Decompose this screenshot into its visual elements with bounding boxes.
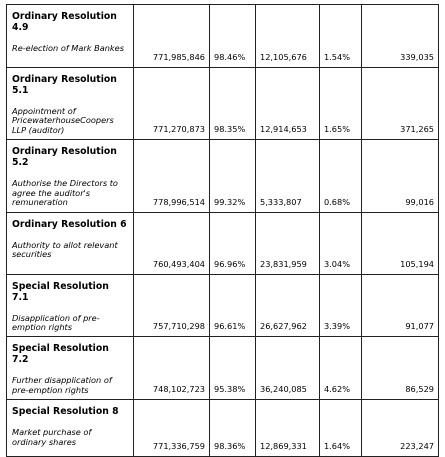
votes-withheld: 105,194 — [361, 211, 439, 275]
votes-withheld: 91,077 — [361, 273, 439, 338]
votes-against: 12,105,676 — [255, 4, 320, 68]
votes-withheld: 371,265 — [361, 66, 439, 141]
votes-for: 778,996,514 — [133, 139, 210, 213]
resolution-cell: Special Resolution 7.1 Disapplication of… — [6, 273, 134, 338]
resolution-cell: Ordinary Resolution 5.2 Authorise the Di… — [6, 139, 134, 213]
votes-for-percent: 99.32% — [209, 139, 256, 213]
votes-against: 12,869,331 — [255, 399, 320, 457]
resolution-cell: Special Resolution 8 Market purchase of … — [6, 399, 134, 457]
votes-for-percent: 95.38% — [209, 336, 256, 401]
votes-against: 26,627,962 — [255, 273, 320, 338]
votes-withheld: 223,247 — [361, 399, 439, 457]
resolution-title: Ordinary Resolution 4.9 — [12, 11, 117, 33]
votes-for: 771,336,759 — [133, 399, 210, 457]
votes-for: 771,270,873 — [133, 66, 210, 141]
resolution-title: Special Resolution 7.2 — [12, 343, 109, 366]
table-row: Special Resolution 7.1 Disapplication of… — [6, 273, 439, 338]
resolution-description: Authorise the Directors to agree the aud… — [12, 178, 118, 208]
resolution-title: Ordinary Resolution 5.2 — [12, 146, 117, 169]
votes-against: 5,333,807 — [255, 139, 320, 213]
votes-against-percent: 0.68% — [319, 139, 362, 213]
votes-against: 36,240,085 — [255, 336, 320, 401]
resolution-description: Appointment of PricewaterhouseCoopers LL… — [12, 106, 114, 135]
table-row: Ordinary Resolution 4.9 Re-election of M… — [6, 4, 439, 68]
votes-for-percent: 98.36% — [209, 399, 256, 457]
votes-against-percent: 1.54% — [319, 4, 362, 68]
resolution-description: Further disapplication of pre-emption ri… — [12, 375, 112, 395]
table-row: Ordinary Resolution 5.2 Authorise the Di… — [6, 139, 439, 213]
votes-for: 748,102,723 — [133, 336, 210, 401]
resolution-description: Authority to allot relevant securities — [12, 239, 118, 259]
votes-for: 757,710,298 — [133, 273, 210, 338]
resolution-description: Market purchase of ordinary shares — [12, 427, 92, 447]
votes-against-percent: 1.65% — [319, 66, 362, 141]
resolution-description: Disapplication of pre-emption rights — [12, 312, 100, 332]
votes-for-percent: 96.61% — [209, 273, 256, 338]
votes-for: 760,493,404 — [133, 211, 210, 275]
table-row: Special Resolution 8 Market purchase of … — [6, 399, 439, 457]
votes-for: 771,985,846 — [133, 4, 210, 68]
resolution-cell: Ordinary Resolution 6 Authority to allot… — [6, 211, 134, 275]
votes-against-percent: 3.39% — [319, 273, 362, 338]
votes-for-percent: 96.96% — [209, 211, 256, 275]
votes-against-percent: 3.04% — [319, 211, 362, 275]
resolution-title: Ordinary Resolution 5.1 — [12, 74, 117, 96]
votes-for-percent: 98.46% — [209, 4, 256, 68]
votes-against-percent: 4.62% — [319, 336, 362, 401]
resolution-title: Special Resolution 7.1 — [12, 280, 109, 303]
votes-against: 12,914,653 — [255, 66, 320, 141]
votes-against-percent: 1.64% — [319, 399, 362, 457]
votes-against: 23,831,959 — [255, 211, 320, 275]
table-row: Ordinary Resolution 6 Authority to allot… — [6, 211, 439, 275]
table-row: Ordinary Resolution 5.1 Appointment of P… — [6, 66, 439, 141]
resolution-cell: Ordinary Resolution 4.9 Re-election of M… — [6, 4, 134, 68]
votes-for-percent: 98.35% — [209, 66, 256, 141]
resolution-description: Re-election of Mark Bankes — [12, 43, 124, 53]
votes-withheld: 86,529 — [361, 336, 439, 401]
votes-withheld: 99,016 — [361, 139, 439, 213]
resolution-cell: Special Resolution 7.2 Further disapplic… — [6, 336, 134, 401]
table-row: Special Resolution 7.2 Further disapplic… — [6, 336, 439, 401]
resolution-title: Special Resolution 8 — [12, 406, 119, 418]
voting-results-table: Ordinary Resolution 4.9 Re-election of M… — [6, 4, 439, 457]
resolution-title: Ordinary Resolution 6 — [12, 218, 127, 230]
votes-withheld: 339,035 — [361, 4, 439, 68]
resolution-cell: Ordinary Resolution 5.1 Appointment of P… — [6, 66, 134, 141]
